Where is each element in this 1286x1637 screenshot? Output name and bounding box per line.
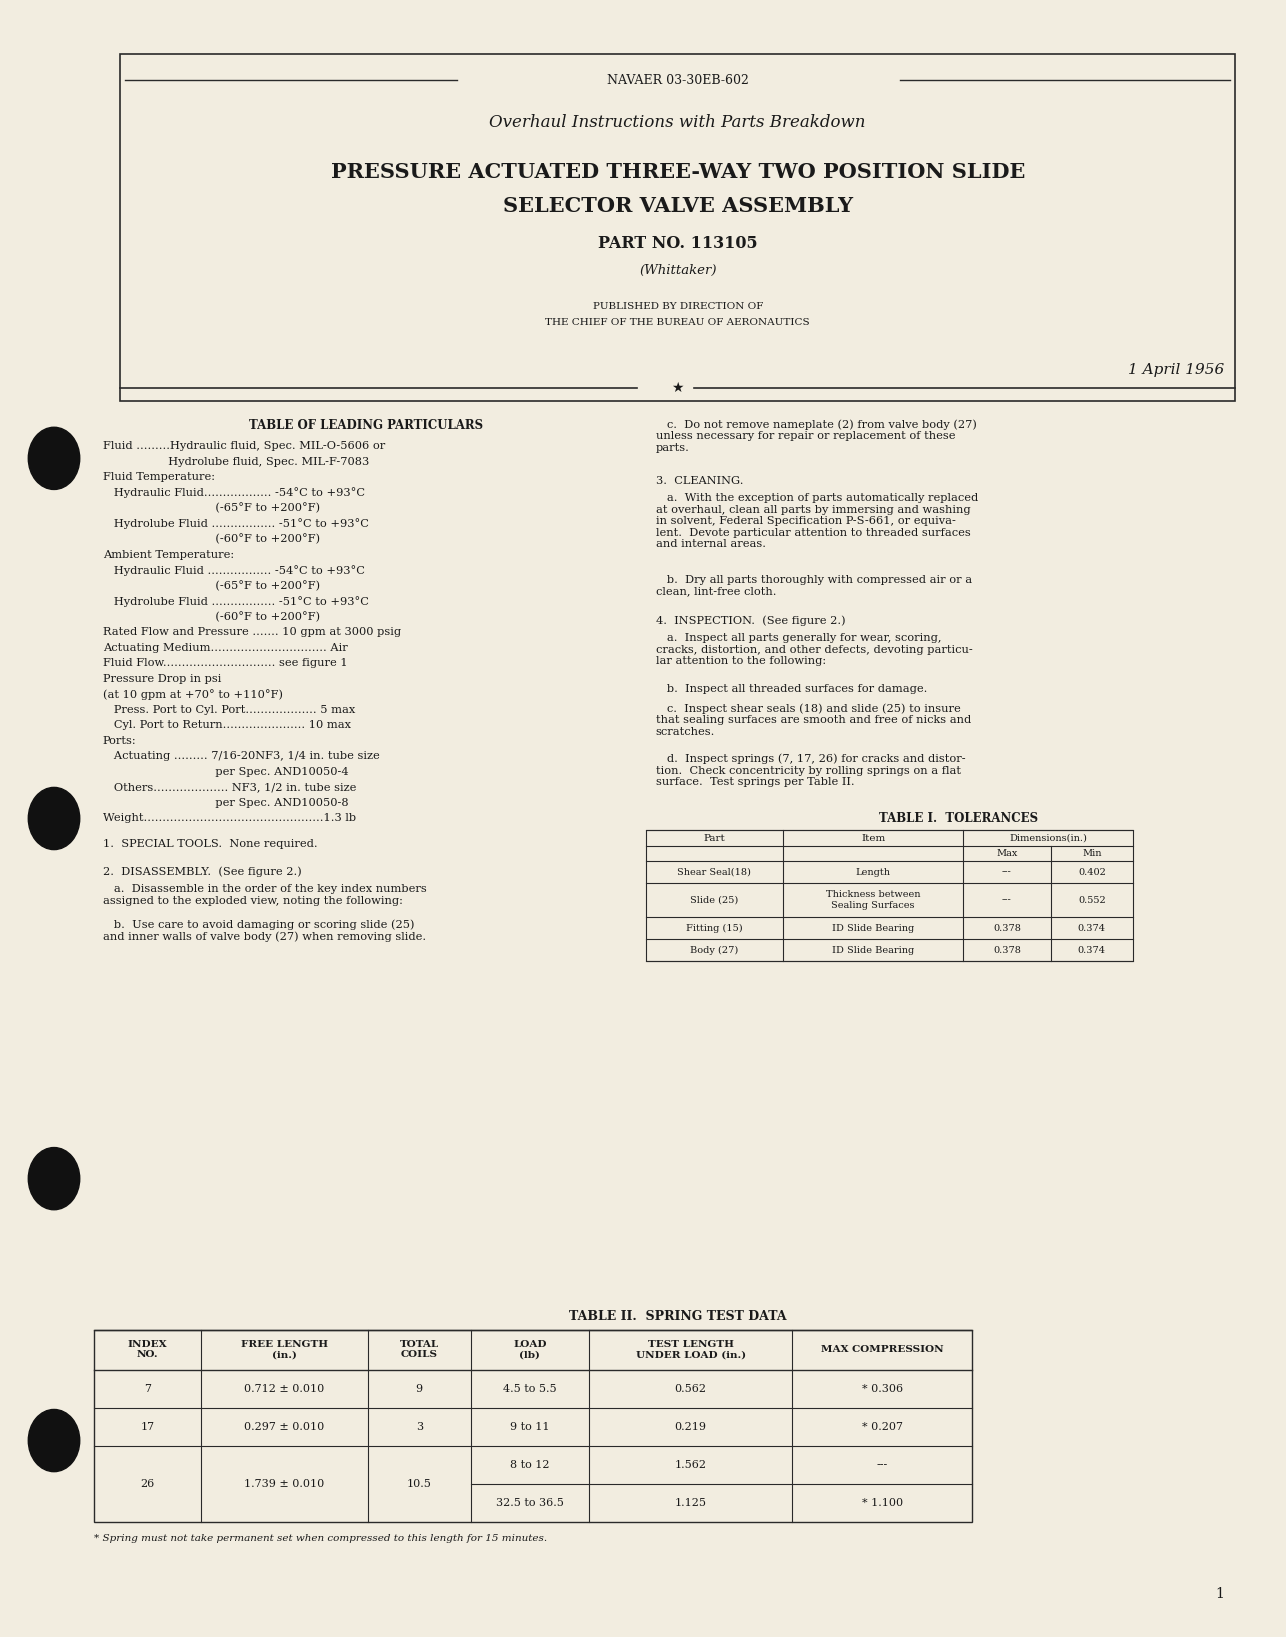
Text: 10.5: 10.5 xyxy=(406,1478,432,1488)
Text: Weight................................................1.3 lb: Weight..................................… xyxy=(103,814,356,823)
Text: 1.562: 1.562 xyxy=(675,1460,706,1470)
Text: Ports:: Ports: xyxy=(103,735,136,745)
Text: 1: 1 xyxy=(1215,1586,1224,1601)
Bar xyxy=(94,1329,972,1522)
Ellipse shape xyxy=(28,1409,80,1472)
Text: PUBLISHED BY DIRECTION OF: PUBLISHED BY DIRECTION OF xyxy=(593,301,763,311)
Text: ---: --- xyxy=(1002,868,1012,876)
Text: * 0.306: * 0.306 xyxy=(862,1383,903,1393)
Text: Cyl. Port to Return...................... 10 max: Cyl. Port to Return.....................… xyxy=(103,720,351,730)
Text: c.  Inspect shear seals (18) and slide (25) to insure
that sealing surfaces are : c. Inspect shear seals (18) and slide (2… xyxy=(656,702,971,737)
Text: 32.5 to 36.5: 32.5 to 36.5 xyxy=(496,1498,563,1508)
Text: Shear Seal(18): Shear Seal(18) xyxy=(678,868,751,876)
Text: Others.................... NF3, 1/2 in. tube size: Others.................... NF3, 1/2 in. … xyxy=(103,782,356,792)
Bar xyxy=(120,54,1235,401)
Text: ID Slide Bearing: ID Slide Bearing xyxy=(832,923,914,933)
Text: Part: Part xyxy=(703,833,725,843)
Text: Thickness between
Sealing Surfaces: Thickness between Sealing Surfaces xyxy=(826,891,921,910)
Text: d.  Inspect springs (7, 17, 26) for cracks and distor-
tion.  Check concentricit: d. Inspect springs (7, 17, 26) for crack… xyxy=(656,753,966,787)
Text: Length: Length xyxy=(855,868,891,876)
Text: Rated Flow and Pressure ....... 10 gpm at 3000 psig: Rated Flow and Pressure ....... 10 gpm a… xyxy=(103,627,401,637)
Text: SELECTOR VALVE ASSEMBLY: SELECTOR VALVE ASSEMBLY xyxy=(503,196,853,216)
Text: TEST LENGTH
UNDER LOAD (in.): TEST LENGTH UNDER LOAD (in.) xyxy=(635,1341,746,1359)
Text: 1.125: 1.125 xyxy=(675,1498,706,1508)
Text: Actuating ......... 7/16-20NF3, 1/4 in. tube size: Actuating ......... 7/16-20NF3, 1/4 in. … xyxy=(103,751,379,761)
Text: 17: 17 xyxy=(140,1421,154,1432)
Ellipse shape xyxy=(28,1148,80,1210)
Text: b.  Inspect all threaded surfaces for damage.: b. Inspect all threaded surfaces for dam… xyxy=(656,684,927,694)
Text: 3.  CLEANING.: 3. CLEANING. xyxy=(656,476,743,486)
Text: INDEX
NO.: INDEX NO. xyxy=(127,1341,167,1359)
Text: Hydraulic Fluid.................. -54°C to +93°C: Hydraulic Fluid.................. -54°C … xyxy=(103,488,365,498)
Text: c.  Do not remove nameplate (2) from valve body (27)
unless necessary for repair: c. Do not remove nameplate (2) from valv… xyxy=(656,419,977,453)
Text: 0.297 ± 0.010: 0.297 ± 0.010 xyxy=(244,1421,324,1432)
Text: 0.374: 0.374 xyxy=(1078,946,1106,954)
Text: * 1.100: * 1.100 xyxy=(862,1498,903,1508)
Text: 26: 26 xyxy=(140,1478,154,1488)
Text: 8 to 12: 8 to 12 xyxy=(511,1460,549,1470)
Text: ★: ★ xyxy=(671,381,684,395)
Text: 1.739 ± 0.010: 1.739 ± 0.010 xyxy=(244,1478,324,1488)
Text: Fluid .........Hydraulic fluid, Spec. MIL-O-5606 or: Fluid .........Hydraulic fluid, Spec. MI… xyxy=(103,440,385,452)
Text: Dimensions(in.): Dimensions(in.) xyxy=(1010,833,1087,843)
Text: Slide (25): Slide (25) xyxy=(691,895,738,905)
Text: Press. Port to Cyl. Port................... 5 max: Press. Port to Cyl. Port................… xyxy=(103,704,355,715)
Text: ---: --- xyxy=(1002,895,1012,905)
Ellipse shape xyxy=(28,427,80,489)
Text: per Spec. AND10050-8: per Spec. AND10050-8 xyxy=(103,797,349,807)
Text: 3: 3 xyxy=(415,1421,423,1432)
Text: Pressure Drop in psi: Pressure Drop in psi xyxy=(103,673,221,684)
Text: Hydrolube Fluid ................. -51°C to +93°C: Hydrolube Fluid ................. -51°C … xyxy=(103,519,369,529)
Text: Hydrolube Fluid ................. -51°C to +93°C: Hydrolube Fluid ................. -51°C … xyxy=(103,596,369,607)
Text: 0.712 ± 0.010: 0.712 ± 0.010 xyxy=(244,1383,324,1393)
Text: Fitting (15): Fitting (15) xyxy=(685,923,743,933)
Bar xyxy=(646,830,1133,961)
Text: LOAD
(lb): LOAD (lb) xyxy=(513,1341,547,1359)
Text: PRESSURE ACTUATED THREE-WAY TWO POSITION SLIDE: PRESSURE ACTUATED THREE-WAY TWO POSITION… xyxy=(331,162,1025,182)
Text: (-60°F to +200°F): (-60°F to +200°F) xyxy=(103,534,320,545)
Text: (at 10 gpm at +70° to +110°F): (at 10 gpm at +70° to +110°F) xyxy=(103,689,283,701)
Text: FREE LENGTH
(in.): FREE LENGTH (in.) xyxy=(240,1341,328,1359)
Text: b.  Dry all parts thoroughly with compressed air or a
clean, lint-free cloth.: b. Dry all parts thoroughly with compres… xyxy=(656,575,972,596)
Text: (-65°F to +200°F): (-65°F to +200°F) xyxy=(103,581,320,591)
Text: 0.552: 0.552 xyxy=(1078,895,1106,905)
Text: 0.378: 0.378 xyxy=(993,923,1021,933)
Text: Actuating Medium............................... Air: Actuating Medium........................… xyxy=(103,643,347,653)
Text: * Spring must not take permanent set when compressed to this length for 15 minut: * Spring must not take permanent set whe… xyxy=(94,1534,547,1542)
Text: THE CHIEF OF THE BUREAU OF AERONAUTICS: THE CHIEF OF THE BUREAU OF AERONAUTICS xyxy=(545,318,810,327)
Text: (-65°F to +200°F): (-65°F to +200°F) xyxy=(103,503,320,514)
Text: Fluid Flow.............................. see figure 1: Fluid Flow..............................… xyxy=(103,658,347,668)
Text: PART NO. 113105: PART NO. 113105 xyxy=(598,236,757,252)
Text: Min: Min xyxy=(1082,850,1102,858)
Text: TABLE II.  SPRING TEST DATA: TABLE II. SPRING TEST DATA xyxy=(568,1310,787,1323)
Text: 9: 9 xyxy=(415,1383,423,1393)
Text: 1 April 1956: 1 April 1956 xyxy=(1128,363,1224,377)
Text: 0.374: 0.374 xyxy=(1078,923,1106,933)
Text: 1.  SPECIAL TOOLS.  None required.: 1. SPECIAL TOOLS. None required. xyxy=(103,838,318,848)
Text: TOTAL
COILS: TOTAL COILS xyxy=(400,1341,439,1359)
Text: Max: Max xyxy=(997,850,1017,858)
Text: (Whittaker): (Whittaker) xyxy=(639,264,716,277)
Text: ID Slide Bearing: ID Slide Bearing xyxy=(832,946,914,954)
Text: 0.562: 0.562 xyxy=(675,1383,706,1393)
Text: Item: Item xyxy=(862,833,885,843)
Text: Hydraulic Fluid ................. -54°C to +93°C: Hydraulic Fluid ................. -54°C … xyxy=(103,565,365,576)
Ellipse shape xyxy=(28,787,80,850)
Text: (-60°F to +200°F): (-60°F to +200°F) xyxy=(103,612,320,622)
Text: ---: --- xyxy=(877,1460,887,1470)
Text: TABLE I.  TOLERANCES: TABLE I. TOLERANCES xyxy=(878,812,1038,825)
Text: per Spec. AND10050-4: per Spec. AND10050-4 xyxy=(103,766,349,776)
Text: 4.5 to 5.5: 4.5 to 5.5 xyxy=(503,1383,557,1393)
Text: Overhaul Instructions with Parts Breakdown: Overhaul Instructions with Parts Breakdo… xyxy=(490,115,865,131)
Text: MAX COMPRESSION: MAX COMPRESSION xyxy=(820,1346,944,1354)
Text: b.  Use care to avoid damaging or scoring slide (25)
and inner walls of valve bo: b. Use care to avoid damaging or scoring… xyxy=(103,918,426,941)
Text: a.  With the exception of parts automatically replaced
at overhaul, clean all pa: a. With the exception of parts automatic… xyxy=(656,493,979,550)
Text: 2.  DISASSEMBLY.  (See figure 2.): 2. DISASSEMBLY. (See figure 2.) xyxy=(103,866,302,877)
Text: Ambient Temperature:: Ambient Temperature: xyxy=(103,550,234,560)
Text: 0.219: 0.219 xyxy=(675,1421,706,1432)
Text: a.  Disassemble in the order of the key index numbers
assigned to the exploded v: a. Disassemble in the order of the key i… xyxy=(103,884,427,905)
Text: * 0.207: * 0.207 xyxy=(862,1421,903,1432)
Text: TABLE OF LEADING PARTICULARS: TABLE OF LEADING PARTICULARS xyxy=(249,419,484,432)
Text: Fluid Temperature:: Fluid Temperature: xyxy=(103,471,215,481)
Text: 9 to 11: 9 to 11 xyxy=(511,1421,549,1432)
